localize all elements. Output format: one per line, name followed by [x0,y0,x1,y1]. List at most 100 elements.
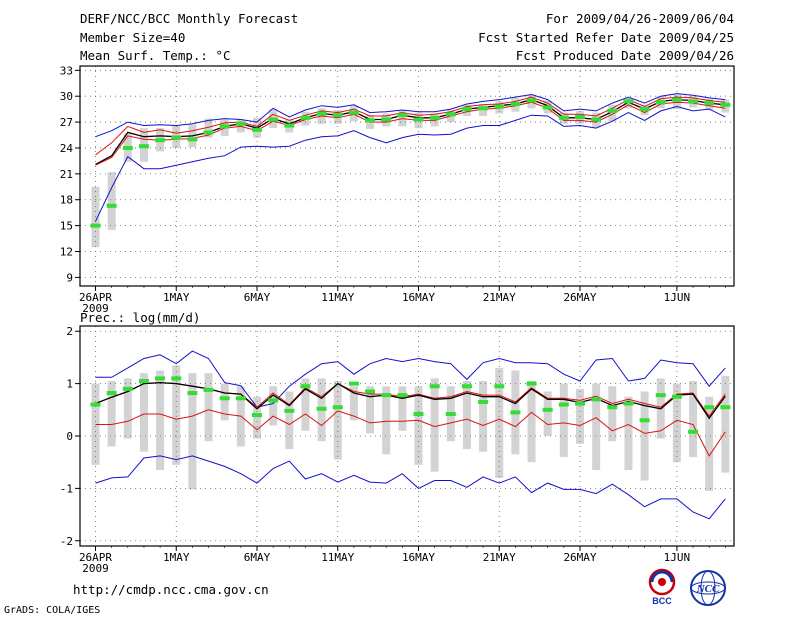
temp-ytick-label: 21 [60,168,73,181]
temp-ytick-label: 12 [60,245,73,258]
temp-ytick-label: 27 [60,116,73,129]
temp-median-day-8 [203,130,214,135]
precip-box-day-16 [333,381,342,460]
precip-ytick-label: 0 [66,430,73,443]
temp-median-day-36 [655,100,666,105]
temp-median-day-5 [155,138,166,143]
temp-median-day-40 [720,102,731,107]
precip-box-day-3 [123,378,132,439]
precip-xtick-label: 1MAY [163,551,190,564]
temp-median-day-39 [704,101,715,106]
precip-box-day-24 [462,381,471,450]
temp-median-day-28 [526,98,537,103]
temp-median-day-25 [478,106,489,111]
precip-box-day-30 [559,383,568,457]
ncc-logo: NCC [690,570,726,606]
precip-box-day-37 [672,383,681,463]
precip-xtick-label: 26MAY [563,551,596,564]
temp-box-day-33 [608,104,617,122]
precip-ytick-label: 1 [66,378,73,391]
precip-xtick-label: 26APR [79,551,112,564]
temp-line-lower [95,101,726,166]
precip-median-day-38 [688,429,699,434]
temp-line-min [95,105,726,222]
temp-year-label: 2009 [82,302,109,315]
forecast-title: DERF/NCC/BCC Monthly Forecast [80,11,299,26]
precip-box-day-25 [479,381,488,452]
precip-line-lower [95,409,726,457]
precip-median-day-1 [90,402,101,407]
temp-xtick-label: 26MAY [563,291,596,304]
temp-median-day-31 [575,114,585,119]
temp-panel: 9 12 15 18 21 24 27 30 33 26APR 1MAY 6MAY 11MAY 16MAY… [60,64,735,315]
temp-box-day-8 [204,118,213,138]
bcc-logo: BCC [648,568,676,606]
precip-box-day-19 [382,386,391,455]
precip-median-day-26 [494,384,505,389]
precip-ytick-label: -1 [60,482,73,495]
precip-xtick-label: 16MAY [402,551,435,564]
temp-median-day-3 [122,145,133,150]
precip-median-day-9 [219,396,230,401]
temp-median-day-13 [284,123,295,128]
precip-median-day-34 [623,401,634,406]
temp-xtick-label: 1JUN [664,291,691,304]
precip-box-day-2 [107,381,116,447]
precip-median-day-11 [252,413,262,418]
precip-median-day-28 [526,381,537,386]
precip-median-day-29 [542,407,553,412]
forecast-start-date: Fcst Started Refer Date 2009/04/25 [478,30,734,45]
forecast-produced-date: Fcst Produced Date 2009/04/26 [515,48,734,63]
precip-box-day-40 [721,375,730,473]
temp-ytick-label: 24 [60,142,74,155]
temp-ytick-label: 18 [60,194,73,207]
precip-median-day-22 [429,384,440,389]
temp-median-day-20 [397,113,408,118]
precip-box-day-20 [398,386,407,431]
temp-median-day-14 [300,115,311,120]
bcc-logo-text: BCC [652,596,672,606]
temp-median-day-24 [461,107,472,112]
precip-box-day-14 [301,378,310,431]
precip-box-day-21 [414,386,423,465]
precip-lines [90,350,731,520]
temp-median-day-4 [138,144,149,149]
temp-frame [79,65,735,287]
temp-median-day-11 [252,127,262,132]
temp-median-day-18 [365,118,376,123]
precip-ytick-label: 2 [66,325,73,338]
precip-median-day-8 [203,387,214,392]
temp-median-day-7 [187,137,198,142]
precip-median-day-6 [171,376,182,381]
temp-xtick-label: 6MAY [244,291,271,304]
source-url[interactable]: http://cmdp.ncc.cma.gov.cn [73,582,269,597]
temp-xtick-label: 16MAY [402,291,435,304]
precip-variable-label: Prec.: log(mm/d) [80,310,201,325]
precip-median-day-37 [671,394,682,399]
precip-box-day-26 [495,367,504,478]
precip-box-day-7 [188,373,197,490]
temp-median-day-2 [106,203,117,208]
precip-box-day-6 [172,365,181,465]
temp-xtick-label: 1MAY [163,291,190,304]
temp-median-day-34 [623,99,634,104]
temp-median-day-19 [381,117,392,122]
precip-median-day-23 [445,412,456,416]
temp-median-day-26 [494,104,505,109]
temp-xtick-label: 26APR [79,291,112,304]
precip-box-day-5 [156,370,165,471]
precip-median-day-40 [720,405,731,410]
temp-median-day-21 [413,117,424,122]
precip-box-day-32 [592,383,601,471]
precip-line-min [95,455,726,520]
precip-median-day-25 [478,399,489,404]
precip-median-day-20 [397,393,408,398]
precip-box-day-9 [220,383,229,421]
temp-median-day-30 [558,115,569,120]
precip-box-day-35 [640,391,649,481]
precip-box-day-39 [705,396,714,491]
temp-median-day-27 [510,101,521,106]
precip-box-day-11 [253,396,261,439]
precip-box-day-17 [349,386,358,421]
precip-box-day-33 [608,386,617,442]
